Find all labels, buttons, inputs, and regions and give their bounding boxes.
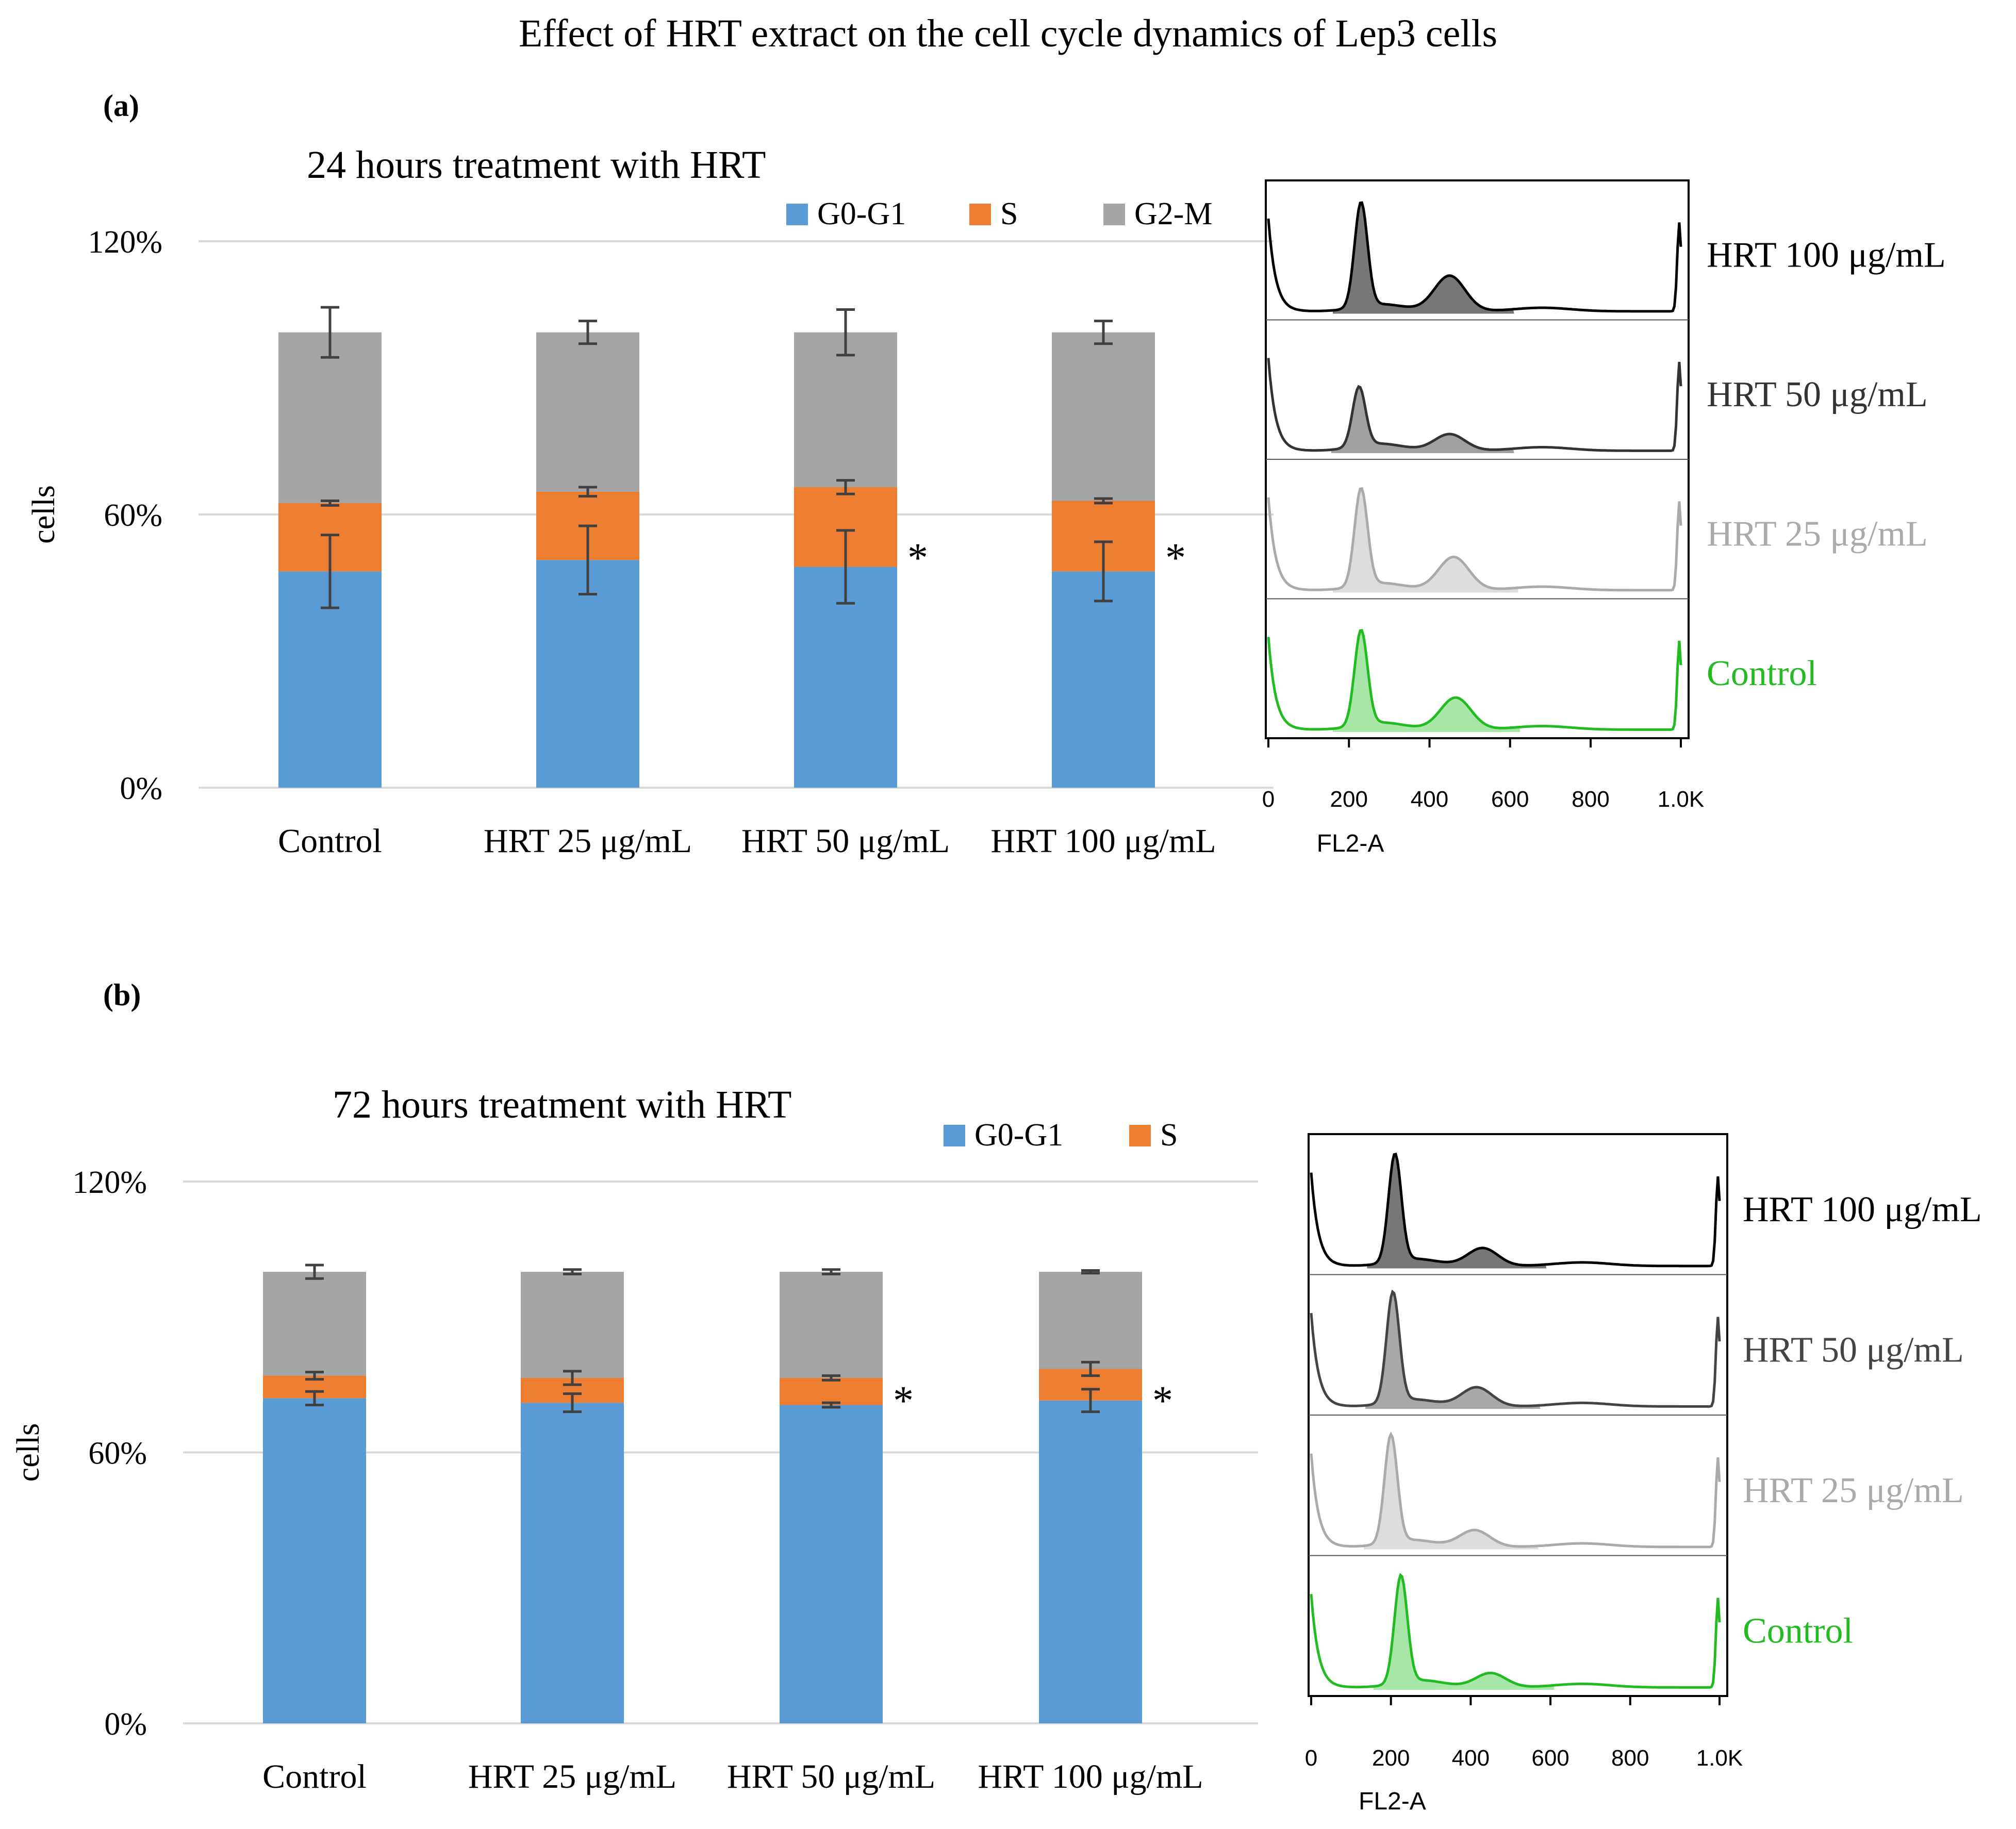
histogram-fill: [1367, 1154, 1547, 1269]
bar-segment: [521, 1272, 624, 1378]
bar-segment: [780, 1405, 883, 1723]
legend-label: S: [1000, 196, 1018, 231]
histogram-x-tick-label: 800: [1611, 1745, 1649, 1771]
x-tick-label: HRT 100 μg/mL: [978, 1758, 1203, 1795]
legend-swatch: [1129, 1125, 1151, 1146]
legend-swatch: [1103, 204, 1125, 225]
histogram-x-axis-label: FL2-A: [1317, 830, 1384, 857]
bar-segment: [780, 1377, 883, 1405]
histogram-x-tick-label: 0: [1305, 1745, 1317, 1771]
histogram-panel-a: HRT 100 μg/mL HRT 50 μg/mL HRT 25 μg/mL Con…: [1262, 179, 1946, 857]
histogram-trace-label: HRT 50 μg/mL: [1707, 375, 1928, 414]
significance-asterisk: *: [893, 1378, 914, 1424]
x-tick-label: HRT 25 μg/mL: [484, 822, 692, 860]
x-tick-label: Control: [278, 822, 382, 860]
histogram-x-tick-label: 0: [1262, 787, 1275, 812]
histogram-trace-label: HRT 25 μg/mL: [1707, 514, 1928, 554]
legend-label: G2-M: [1134, 196, 1213, 231]
figure-title: Effect of HRT extract on the cell cycle …: [519, 12, 1497, 55]
histogram-x-axis-label: FL2-A: [1359, 1788, 1426, 1815]
bar-segment: [780, 1272, 883, 1378]
bar-chart-a: 24 hours treatment with HRT cells 0% 60% 120…: [26, 143, 1274, 860]
legend-swatch: [969, 204, 991, 225]
chart-title: 72 hours treatment with HRT: [333, 1083, 791, 1126]
histogram-trace-label: HRT 100 μg/mL: [1707, 236, 1946, 275]
bar-segment: [1052, 571, 1155, 788]
histogram-trace: [1310, 1152, 1721, 1268]
histogram-trace: [1310, 1289, 1721, 1408]
histogram-x-tick-label: 400: [1411, 787, 1448, 812]
y-axis-label: cells: [26, 485, 61, 544]
bar-segment: [278, 332, 382, 503]
y-tick-label: 120%: [88, 225, 162, 260]
histogram-x-tick-label: 200: [1372, 1745, 1410, 1771]
histogram-x-tick-label: 200: [1330, 787, 1368, 812]
significance-asterisk: *: [1152, 1378, 1173, 1424]
panel-a: (a) 24 hours treatment with HRT cells 0% 60…: [26, 89, 1946, 860]
histogram-trace: [1267, 358, 1682, 452]
histogram-fill: [1333, 203, 1514, 314]
y-axis-label: cells: [11, 1423, 46, 1482]
histogram-fill: [1333, 488, 1518, 593]
y-tick-label: 60%: [104, 498, 162, 533]
chart-title: 24 hours treatment with HRT: [307, 143, 766, 187]
histogram-fill: [1364, 1434, 1539, 1550]
histogram-trace-label: HRT 50 μg/mL: [1743, 1330, 1964, 1370]
legend-label: G0-G1: [974, 1118, 1063, 1153]
histogram-x-tick-label: 1.0K: [1658, 787, 1705, 812]
histogram-trace-label: HRT 100 μg/mL: [1743, 1190, 1982, 1229]
legend-label: S: [1160, 1118, 1178, 1153]
histogram-x-tick-label: 1.0K: [1696, 1745, 1743, 1771]
bar-segment: [536, 560, 639, 788]
bar-chart-b: 72 hours treatment with HRT cells 0% 60% 120…: [11, 1083, 1258, 1795]
histogram-fill: [1331, 387, 1514, 453]
histogram-fill: [1365, 1292, 1541, 1409]
histogram-x-tick-label: 600: [1531, 1745, 1569, 1771]
panel-label: (b): [103, 978, 141, 1012]
histogram-trace: [1310, 1573, 1721, 1689]
histogram-trace: [1267, 629, 1682, 731]
x-tick-label: HRT 50 μg/mL: [741, 822, 950, 860]
histogram-trace-label: HRT 25 μg/mL: [1743, 1471, 1964, 1510]
bar-segment: [521, 1403, 624, 1723]
y-tick-label: 0%: [104, 1707, 147, 1742]
legend-swatch: [786, 204, 808, 225]
legend-label: G0-G1: [817, 196, 906, 231]
legend-swatch: [944, 1125, 965, 1146]
bar-segment: [536, 332, 639, 492]
histogram-x-tick-label: 600: [1491, 787, 1529, 812]
bar-segment: [794, 332, 897, 487]
histogram-fill: [1333, 630, 1521, 732]
bar-segment: [1039, 1400, 1142, 1723]
y-tick-label: 0%: [120, 771, 162, 806]
histogram-trace: [1267, 201, 1682, 313]
bar-segment: [1052, 332, 1155, 501]
histogram-trace-label: Control: [1707, 654, 1817, 693]
y-tick-label: 120%: [72, 1165, 147, 1200]
histogram-trace-label: Control: [1743, 1611, 1853, 1651]
y-tick-label: 60%: [88, 1436, 147, 1471]
histogram-x-tick-label: 800: [1572, 787, 1609, 812]
panel-label: (a): [103, 89, 139, 123]
x-tick-label: Control: [262, 1758, 367, 1795]
histogram-x-tick-label: 400: [1452, 1745, 1490, 1771]
bar-segment: [263, 1272, 366, 1376]
x-tick-label: HRT 25 μg/mL: [468, 1758, 676, 1795]
histogram-panel-b: HRT 100 μg/mL HRT 50 μg/mL HRT 25 μg/mL Con…: [1305, 1133, 1982, 1815]
bar-segment: [263, 1398, 366, 1723]
bar-segment: [1039, 1272, 1142, 1369]
x-tick-label: HRT 50 μg/mL: [727, 1758, 935, 1795]
histogram-trace: [1310, 1431, 1721, 1549]
panel-b: (b) 72 hours treatment with HRT cells 0% 60…: [11, 978, 1982, 1815]
histogram-trace: [1267, 487, 1682, 592]
significance-asterisk: *: [1165, 536, 1186, 581]
histogram-fill: [1373, 1575, 1555, 1690]
x-tick-label: HRT 100 μg/mL: [990, 822, 1216, 860]
significance-asterisk: *: [907, 536, 928, 581]
